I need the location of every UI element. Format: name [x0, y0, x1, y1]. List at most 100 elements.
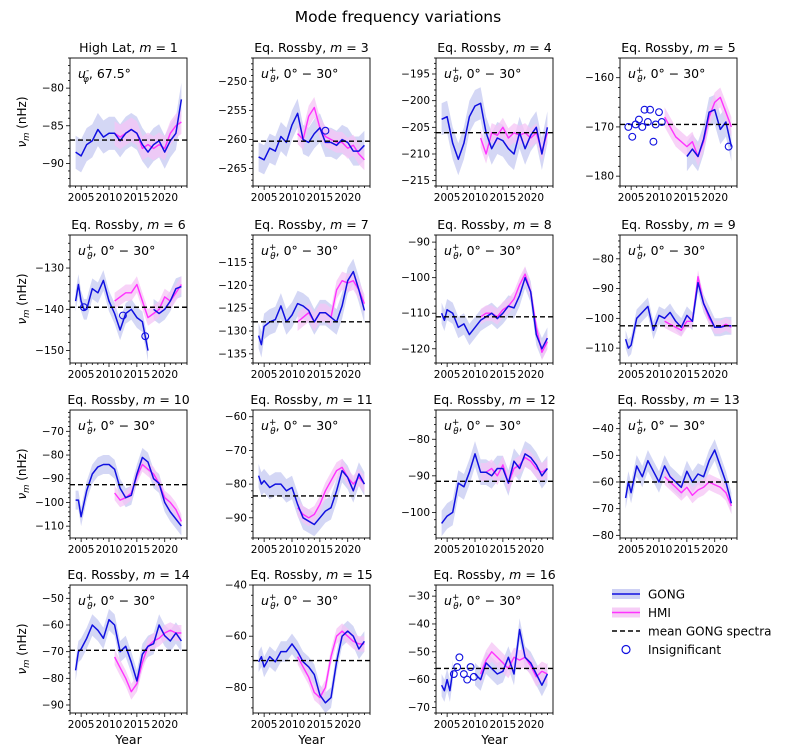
insignificant-marker [655, 108, 663, 117]
panel-annotation: u+ θ, 0° − 30° [628, 66, 705, 85]
y-tick-label: −120 [218, 280, 247, 292]
insignificant-marker [449, 670, 458, 678]
x-tick-label: 2010 [96, 192, 123, 204]
hmi-line [479, 651, 548, 678]
gong-line [440, 276, 549, 350]
insignificant-marker [455, 653, 464, 662]
x-tick-label: 2010 [96, 369, 123, 381]
hmi-band [664, 87, 732, 167]
panel-annotation: u-φ, 67.5° [78, 66, 131, 85]
gong-line [257, 630, 366, 704]
x-tick-label: 2005 [68, 369, 95, 381]
hmi-band [114, 622, 182, 700]
insignificant-marker [657, 118, 666, 126]
x-tick-label: 2015 [673, 192, 700, 204]
x-tick-label: 2010 [279, 719, 306, 731]
y-tick-label: −80 [592, 253, 614, 265]
plot-area [620, 87, 737, 172]
legend: GONG HMI mean GONG spectra Insignificant [612, 588, 772, 657]
axes-frame [435, 584, 554, 714]
x-tick-label: 2020 [334, 369, 361, 381]
y-tick-label: −70 [225, 445, 247, 457]
y-tick-label: −260 [218, 134, 247, 146]
panel-annotation: u+ θ, 0° − 30° [261, 66, 338, 85]
panel-annotation: u+ θ, 0° − 30° [628, 243, 705, 262]
gong-line [257, 469, 366, 526]
insignificant-marker [459, 670, 468, 678]
legend-item: HMI [612, 606, 671, 620]
y-tick-label: −100 [35, 497, 64, 509]
panel-annotation: u+ θ, 0° − 30° [78, 418, 155, 437]
panel-m-10: 2005 2010 2015 2020 −110 −100 −90 −80 −70 Eq. Ros… [15, 392, 190, 556]
x-tick-label: 2015 [673, 369, 700, 381]
axes-frame [252, 584, 371, 714]
panel-title: Eq. Rossby, m = 8 [437, 217, 551, 232]
y-tick-label: −50 [42, 593, 64, 605]
panel-annotation: u+ θ, 0° − 30° [444, 593, 521, 612]
x-tick-label: 2005 [434, 369, 461, 381]
panel-annotation: u+ θ, 0° − 30° [444, 243, 521, 262]
y-tick-label: −135 [218, 348, 247, 360]
x-tick-label: 2020 [701, 544, 728, 556]
insignificant-marker [634, 115, 643, 124]
y-tick-label: −205 [401, 122, 430, 134]
x-tick-label: 2020 [701, 369, 728, 381]
y-tick-label: −40 [408, 618, 430, 630]
axes-frame [69, 57, 188, 187]
panel-m-8: 2005 2010 2015 2020 −120 −110 −100 −90 Eq. Rossb… [401, 217, 554, 381]
y-tick-label: −40 [225, 580, 247, 592]
insignificant-marker [640, 105, 649, 114]
legend-item: GONG [612, 588, 685, 602]
x-tick-label: 2010 [462, 544, 489, 556]
y-tick-label: −50 [408, 646, 430, 658]
x-tick-label: 2010 [646, 544, 673, 556]
panel-m-5: 2005 2010 2015 2020 −180 −170 −160 Eq. Rossby, … [585, 40, 738, 204]
gong-line [440, 671, 454, 692]
gong-line [74, 618, 183, 682]
x-tick-label: 2020 [151, 719, 178, 731]
hmi-band [114, 457, 182, 529]
panel-m-13: 2005 2010 2015 2020 −80 −70 −60 −50 −40 Eq. Rossb… [592, 392, 740, 556]
insignificant-marker [469, 672, 478, 681]
x-tick-label: 2020 [151, 544, 178, 556]
y-tick-label: −60 [408, 674, 430, 686]
insignificant-marker [649, 137, 658, 146]
panel-title: Eq. Rossby, m = 5 [621, 40, 735, 55]
gong-line [441, 102, 549, 161]
y-tick-label: −60 [592, 477, 614, 489]
hmi-band [480, 117, 548, 164]
legend-label: HMI [648, 606, 671, 620]
gong-band [75, 270, 148, 361]
hmi-line [664, 476, 733, 507]
x-tick-label: 2020 [517, 544, 544, 556]
insignificant-marker [646, 105, 655, 114]
panel-title: Eq. Rossby, m = 13 [617, 392, 739, 407]
x-tick-label: 2015 [489, 369, 516, 381]
x-tick-label: 2015 [123, 369, 150, 381]
y-tick-label: −130 [35, 263, 64, 275]
x-tick-label: 2005 [434, 544, 461, 556]
hmi-line [296, 630, 365, 699]
gong-line [258, 112, 365, 161]
axes-frame [69, 234, 188, 364]
x-tick-label: 2015 [123, 719, 150, 731]
y-tick-label: −90 [225, 512, 247, 524]
x-tick-label: 2010 [279, 544, 306, 556]
y-axis-label: νm (nHz) [15, 273, 32, 324]
x-tick-label: 2010 [462, 192, 489, 204]
insignificant-marker [321, 126, 330, 135]
y-tick-label: −200 [401, 95, 430, 107]
y-tick-label: −120 [401, 343, 430, 355]
y-tick-label: −170 [585, 121, 614, 133]
x-tick-label: 2015 [123, 192, 150, 204]
x-tick-label: 2020 [701, 192, 728, 204]
x-tick-label: 2010 [646, 369, 673, 381]
y-tick-label: −100 [401, 272, 430, 284]
y-tick-label: −90 [592, 283, 614, 295]
insignificant-marker [463, 675, 472, 684]
y-tick-label: −195 [401, 69, 430, 81]
x-axis-label: Year [480, 732, 508, 747]
x-tick-label: 2015 [306, 544, 333, 556]
